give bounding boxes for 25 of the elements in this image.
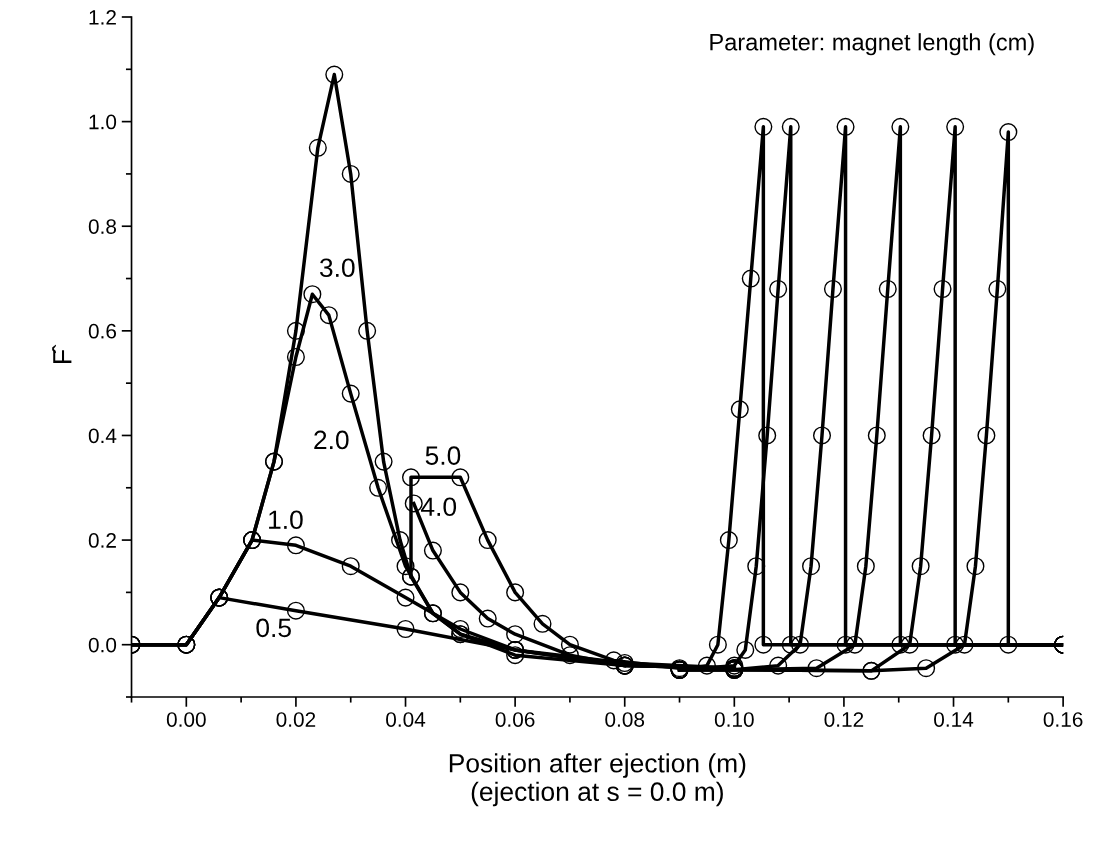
x-tick-label: 0.16 xyxy=(1043,712,1083,727)
x-tick-label: 0.14 xyxy=(934,712,974,727)
series-label: 4.0 xyxy=(421,497,457,517)
series-label: 0.5 xyxy=(256,618,291,638)
y-tick-label: 1.2 xyxy=(89,10,116,25)
y-tick-label: 0.6 xyxy=(88,323,117,339)
x-axis-title: Position after ejection (m) (ejection at s = 0.0 m) xyxy=(449,753,746,807)
x-tick-label: 0.04 xyxy=(386,712,426,727)
series-label: 2.0 xyxy=(314,430,349,450)
y-tick-label: 0.2 xyxy=(88,533,116,548)
y-tick-label: 0.4 xyxy=(88,428,117,444)
series-label: 3.0 xyxy=(319,258,355,278)
series-label: 1.0 xyxy=(269,510,303,530)
x-tick-label: 0.00 xyxy=(166,712,206,727)
y-tick-label: 1.0 xyxy=(89,114,117,130)
series-label: 5.0 xyxy=(425,446,461,465)
y-axis-title: F̂ xyxy=(52,344,72,363)
x-tick-label: 0.06 xyxy=(495,712,535,727)
x-tick-label: 0.12 xyxy=(824,712,864,727)
x-tick-label: 0.10 xyxy=(714,712,754,727)
x-tick-label: 0.08 xyxy=(605,712,645,727)
x-tick-label: 0.02 xyxy=(276,712,316,727)
y-tick-label: 0.0 xyxy=(88,637,117,653)
y-tick-label: 0.8 xyxy=(88,219,117,234)
annotation: Parameter: magnet length (cm) xyxy=(710,33,1034,56)
